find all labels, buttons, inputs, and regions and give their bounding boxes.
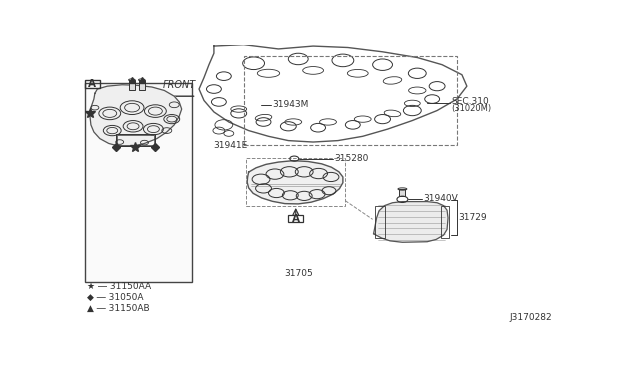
- Bar: [244, 56, 457, 145]
- Text: 315280: 315280: [335, 154, 369, 163]
- Bar: [85, 80, 100, 88]
- Bar: [374, 206, 385, 238]
- Bar: [116, 134, 156, 146]
- Text: 31943M: 31943M: [273, 100, 309, 109]
- Bar: [117, 135, 154, 145]
- Bar: [129, 80, 135, 90]
- Text: A: A: [292, 214, 300, 224]
- Text: ★ ― 31150AA: ★ ― 31150AA: [88, 282, 152, 291]
- FancyBboxPatch shape: [85, 83, 191, 282]
- Text: FRONT: FRONT: [163, 80, 196, 90]
- Text: J3170282: J3170282: [509, 313, 552, 322]
- Text: ▲ ― 31150AB: ▲ ― 31150AB: [88, 304, 150, 312]
- Text: ◆ ― 31050A: ◆ ― 31050A: [88, 293, 144, 302]
- Polygon shape: [199, 45, 467, 142]
- Text: 31705: 31705: [284, 269, 313, 278]
- Bar: [288, 215, 303, 222]
- Text: 31941E: 31941E: [213, 141, 247, 150]
- Text: SEC.310: SEC.310: [451, 97, 489, 106]
- Text: A: A: [88, 79, 97, 89]
- Polygon shape: [247, 161, 343, 204]
- Text: 31729: 31729: [458, 214, 487, 222]
- Polygon shape: [90, 85, 182, 146]
- Polygon shape: [374, 202, 448, 242]
- Bar: [138, 80, 145, 90]
- Bar: [399, 189, 405, 196]
- Bar: [246, 158, 346, 206]
- Text: 31940V: 31940V: [423, 194, 458, 203]
- Text: (31020M): (31020M): [451, 104, 491, 113]
- Bar: [440, 206, 449, 238]
